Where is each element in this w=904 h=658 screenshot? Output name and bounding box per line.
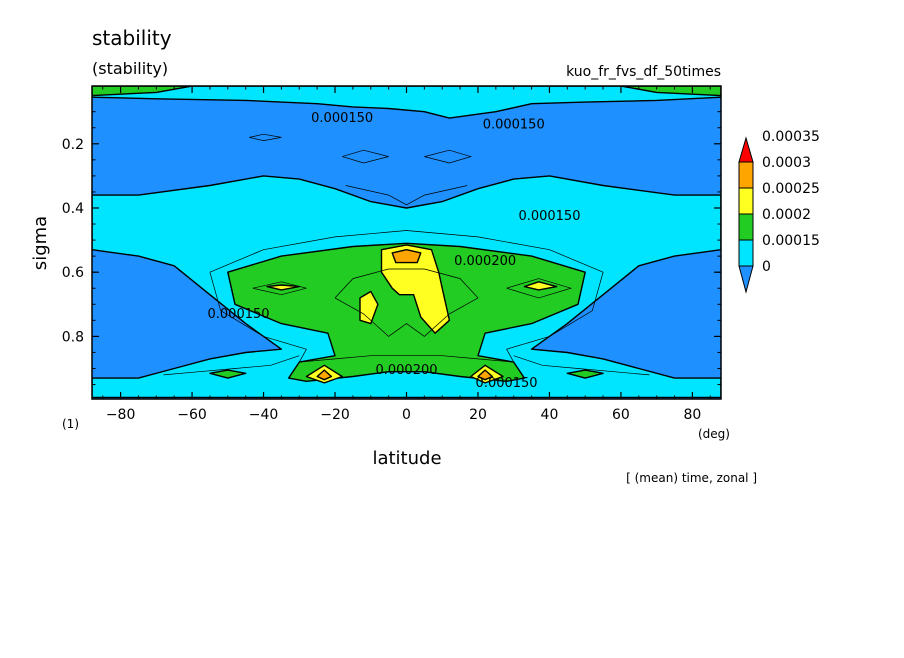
x-tick-label: −20 — [320, 407, 350, 423]
x-tick-label: −80 — [106, 407, 136, 423]
chart-subtitle: (stability) — [92, 59, 168, 78]
x-axis-label: latitude — [372, 448, 441, 469]
colorbar-segment — [738, 187, 754, 215]
contour-line-1 — [334, 268, 479, 337]
y-tick-label: 0.6 — [62, 265, 84, 281]
contour-line-8 — [163, 355, 300, 376]
y-unit-label: (1) — [62, 417, 79, 431]
contour-label-3: 0.000200 — [454, 254, 516, 269]
colorbar-segment — [738, 213, 754, 241]
contour-region-6 — [566, 369, 604, 379]
contour-label-4: 0.000150 — [208, 307, 270, 322]
contour-region-2 — [227, 242, 586, 382]
contour-label-6: 0.000150 — [476, 376, 538, 391]
contour-line-7 — [249, 133, 282, 141]
colorbar-segment — [738, 161, 754, 189]
contour-line-2 — [252, 281, 307, 296]
x-tick-label: −40 — [249, 407, 279, 423]
contour-line-9 — [513, 355, 650, 376]
x-tick-label: 80 — [683, 407, 701, 423]
contour-region-7 — [380, 244, 451, 334]
x-unit-label: (deg) — [698, 427, 730, 441]
contour-line-5 — [342, 149, 389, 164]
y-tick-label: 0.8 — [62, 329, 84, 345]
y-tick-label: 0.4 — [62, 201, 84, 217]
x-tick-label: 0 — [402, 407, 411, 423]
contour-region-3 — [92, 86, 193, 97]
colorbar-label: 0.0003 — [762, 155, 811, 171]
footnote: [ (mean) time, zonal ] — [626, 471, 757, 485]
contour-line-3 — [506, 278, 573, 299]
colorbar-label: 0.0002 — [762, 207, 811, 223]
colorbar-label: 0.00035 — [762, 129, 820, 145]
contour-region-8 — [359, 290, 379, 325]
x-tick-label: 40 — [541, 407, 559, 423]
colorbar-label: 0.00015 — [762, 233, 820, 249]
y-axis-label: sigma — [30, 216, 51, 270]
contour-line-4 — [345, 185, 468, 206]
contour-label-5: 0.000200 — [375, 363, 437, 378]
contour-label-0: 0.000150 — [311, 111, 373, 126]
contour-region-13 — [391, 248, 422, 264]
chart-title: stability — [92, 26, 172, 50]
x-tick-label: 20 — [469, 407, 487, 423]
contour-region-1 — [92, 86, 721, 119]
contour-region-15 — [477, 369, 493, 381]
colorbar-segment — [738, 239, 754, 267]
contour-region-5 — [209, 369, 247, 379]
x-tick-label: 60 — [612, 407, 630, 423]
contour-line-0 — [209, 230, 604, 363]
colorbar: 0 0.00015 0.0002 0.00025 0.0003 0.00035 — [738, 129, 820, 294]
dataset-label: kuo_fr_fvs_df_50times — [566, 64, 721, 80]
y-tick-label: 0.2 — [62, 137, 84, 153]
colorbar-label: 0 — [762, 259, 771, 275]
contour-label-2: 0.000150 — [518, 209, 580, 224]
contour-label-1: 0.000150 — [483, 118, 545, 133]
x-tick-label: −60 — [177, 407, 207, 423]
contour-region-4 — [620, 86, 721, 97]
plot-area: 0.000150 0.000150 0.000150 0.000200 0.000150… — [92, 86, 721, 399]
contour-line-6 — [424, 149, 473, 164]
colorbar-label: 0.00025 — [762, 181, 820, 197]
contour-region-10 — [523, 281, 558, 291]
contour-region-14 — [316, 369, 333, 381]
colorbar-upper-arrow — [738, 136, 754, 163]
